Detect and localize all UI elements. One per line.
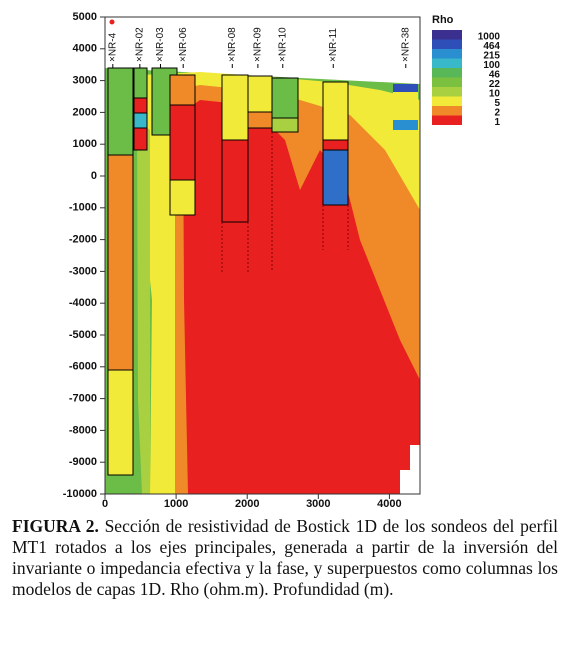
y-tick-label: -4000: [69, 297, 97, 309]
figure: Rho 500040003000200010000-1000-2000-3000…: [63, 11, 501, 510]
y-tick-label: -8000: [69, 424, 97, 436]
y-tick-label: 1000: [73, 138, 97, 150]
legend-swatch: [432, 87, 462, 97]
caption-label: FIGURA 2.: [12, 516, 99, 536]
x-tick-label: 1000: [164, 498, 188, 510]
legend-swatch: [432, 77, 462, 87]
y-tick-label: -3000: [69, 265, 97, 277]
station-label: ×NR-06: [178, 27, 189, 62]
x-tick-label: 4000: [377, 498, 401, 510]
station-label: ×NR-38: [400, 27, 411, 62]
legend-swatch: [432, 30, 462, 40]
legend-swatch: [432, 68, 462, 78]
y-tick-label: -6000: [69, 361, 97, 373]
y-tick-label: 5000: [73, 11, 97, 23]
legend-title: Rho: [432, 14, 454, 26]
legend-label: 10: [489, 88, 501, 99]
legend-label: 1000: [478, 31, 501, 42]
y-tick-label: -9000: [69, 456, 97, 468]
station-label: ×NR-10: [277, 27, 288, 62]
caption: FIGURA 2. Sección de resistividad de Bos…: [12, 516, 558, 600]
legend-label: 1: [494, 117, 500, 128]
resistivity-section: [105, 67, 420, 494]
plot-frame: [104, 16, 421, 495]
y-tick-label: 3000: [73, 75, 97, 87]
y-tick-label: -1000: [69, 202, 97, 214]
y-tick-label: 0: [91, 170, 97, 182]
x-tick-label: 2000: [235, 498, 259, 510]
legend-label: 215: [483, 50, 500, 61]
legend-swatch: [432, 115, 462, 125]
legend-swatch: [432, 49, 462, 59]
legend-label: 100: [483, 60, 500, 71]
caption-text: Sección de resistividad de Bostick 1D de…: [12, 516, 558, 599]
y-tick-label: 4000: [73, 43, 97, 55]
legend-swatch: [432, 96, 462, 106]
station-label: ×NR-03: [155, 27, 166, 62]
x-tick-label: 0: [102, 498, 108, 510]
legend-swatch: [432, 106, 462, 116]
x-tick-label: 3000: [306, 498, 330, 510]
legend-swatch: [432, 58, 462, 68]
legend-label: 2: [494, 107, 500, 118]
station-label: ×NR-08: [227, 27, 238, 62]
y-tick-label: 2000: [73, 106, 97, 118]
station-label: ×NR-02: [134, 27, 145, 62]
y-tick-label: -7000: [69, 393, 97, 405]
station-label: ×NR-11: [328, 28, 339, 62]
y-tick-label: -10000: [63, 488, 97, 500]
legend-label: 22: [489, 79, 501, 90]
station-label: ×NR-4: [107, 32, 118, 62]
y-tick-label: -5000: [69, 329, 97, 341]
marker: [109, 19, 115, 25]
legend-label: 46: [489, 69, 501, 80]
legend-label: 5: [494, 98, 500, 109]
station-label: ×NR-09: [253, 27, 264, 62]
legend-swatch: [432, 39, 462, 49]
y-tick-label: -2000: [69, 234, 97, 246]
legend-label: 464: [483, 41, 500, 52]
